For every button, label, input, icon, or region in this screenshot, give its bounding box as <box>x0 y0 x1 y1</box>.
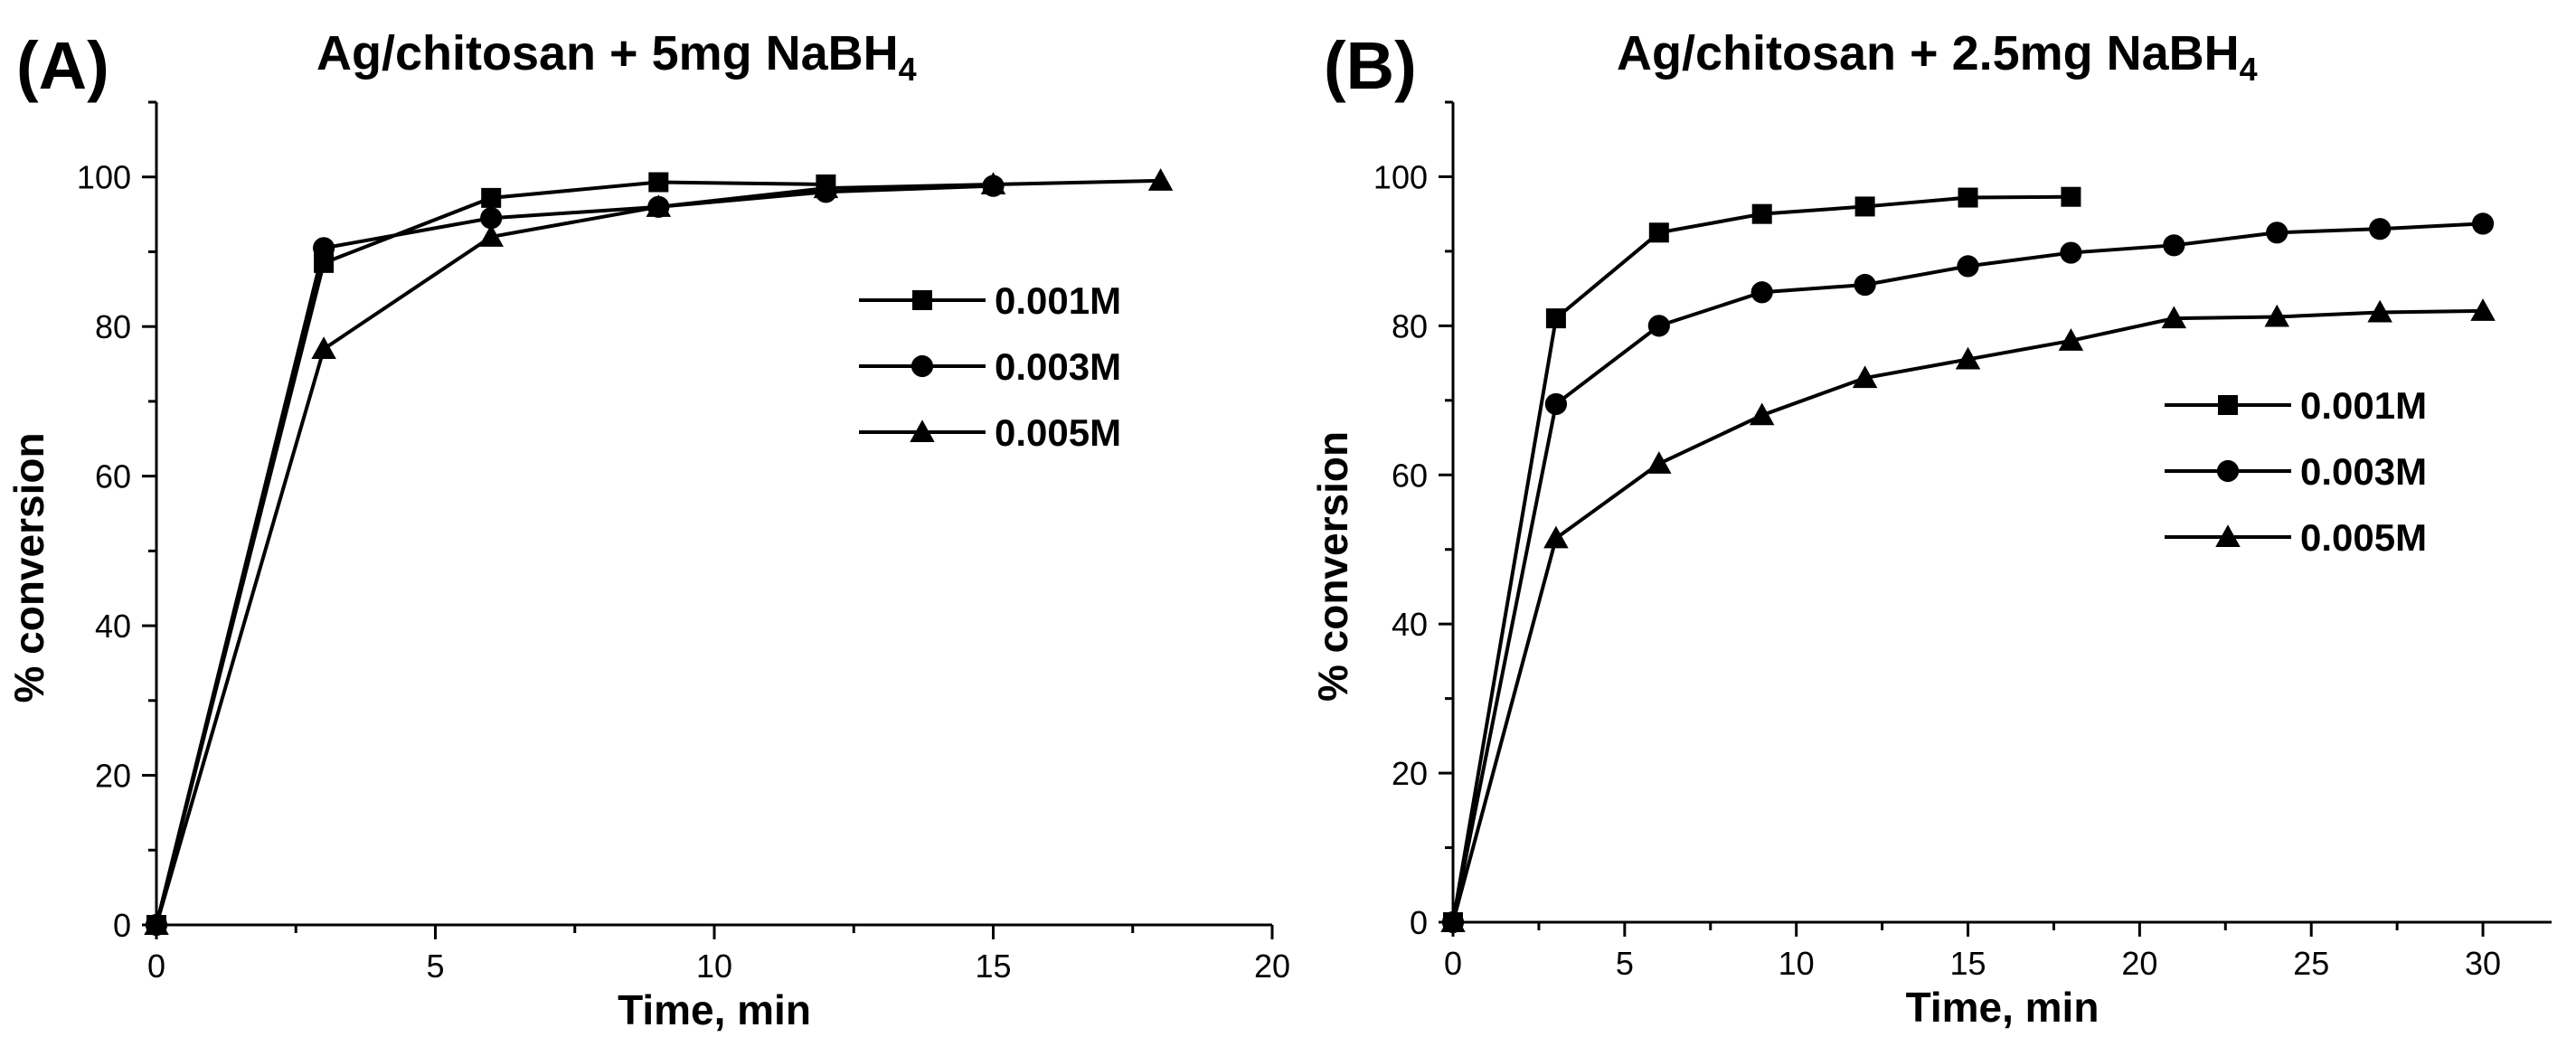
y-tick-label-a: 60 <box>95 458 131 495</box>
data-point-0.005M-a <box>1147 168 1174 191</box>
x-tick-label-b: 5 <box>1616 945 1634 982</box>
chart-title-a-subscript: 4 <box>898 50 917 88</box>
data-point-0.003M-b <box>1957 255 1979 278</box>
data-point-0.003M-b <box>2369 218 2392 240</box>
x-tick-label-b: 20 <box>2121 945 2157 982</box>
legend-label-b: 0.003M <box>2300 450 2427 493</box>
x-tick-label-b: 0 <box>1444 945 1462 982</box>
data-point-0.001M-b <box>1854 196 1875 217</box>
x-axis-label-b: Time, min <box>1906 984 2099 1031</box>
x-tick-label-b: 10 <box>1779 945 1815 982</box>
y-tick-label-b: 0 <box>1410 904 1428 941</box>
data-point-0.001M-b <box>1958 187 1978 208</box>
data-point-0.005M-b <box>1440 910 1466 932</box>
data-point-0.003M-b <box>2060 241 2082 264</box>
x-tick-label-a: 0 <box>147 948 165 985</box>
series-line-0.001M-b <box>1451 194 2071 923</box>
y-tick-label-b: 100 <box>1373 158 1428 195</box>
legend-label-a: 0.001M <box>995 279 1121 322</box>
legend-label-b: 0.005M <box>2300 516 2427 559</box>
data-point-0.005M-b <box>2367 299 2392 323</box>
legend-marker-b <box>2216 459 2240 483</box>
data-point-0.005M-a <box>646 194 672 217</box>
panel-label-b: (B) <box>1324 28 1417 103</box>
data-point-0.003M-b <box>1750 281 1773 304</box>
data-point-0.003M-b <box>2163 234 2185 257</box>
data-point-0.003M-b <box>2266 222 2288 244</box>
chart-title-a-text: Ag/chitosan + 5mg NaBH <box>316 26 899 80</box>
y-tick-label-a: 100 <box>77 159 131 196</box>
data-point-0.003M-b <box>2471 212 2495 235</box>
x-axis-label-a: Time, min <box>618 986 811 1033</box>
chart-title-b-subscript: 4 <box>2239 50 2258 88</box>
chart-panel-b: (B) Ag/chitosan + 2.5mg NaBH4 0 5 10 15 20 25… <box>1293 0 2576 1056</box>
x-tick-label-a: 20 <box>1254 948 1290 985</box>
y-tick-label-b: 40 <box>1392 606 1428 643</box>
data-point-0.001M-b <box>1545 308 1566 329</box>
data-point-0.003M-b <box>1544 392 1568 416</box>
y-tick-label-a: 80 <box>95 308 131 345</box>
legend-marker-a <box>912 290 932 310</box>
chart-title-b-text: Ag/chitosan + 2.5mg NaBH <box>1617 26 2240 80</box>
legend-label-a: 0.003M <box>995 345 1121 388</box>
legend-marker-b <box>2215 524 2241 547</box>
data-point-0.001M-a <box>481 187 502 208</box>
x-tick-label-b: 30 <box>2465 945 2501 982</box>
series-line-0.003M-b <box>1451 222 2484 923</box>
data-point-0.001M-b <box>2061 186 2081 207</box>
legend-marker-a <box>910 420 935 442</box>
data-point-0.005M-b <box>1852 365 1878 389</box>
y-axis-label-a: % conversion <box>5 432 52 702</box>
y-tick-label-a: 40 <box>95 608 131 645</box>
series-line-0.001M-a <box>155 180 826 926</box>
y-axis-label-b: % conversion <box>1309 431 1356 702</box>
x-tick-label-a: 15 <box>975 948 1011 985</box>
chart-plot-b: 0 5 10 15 20 25 30 0 20 40 60 80 100 Time, min % conve… <box>1309 100 2552 1031</box>
data-point-0.003M-b <box>1854 273 1876 297</box>
y-tick-label-a: 0 <box>113 907 131 944</box>
data-point-0.005M-b <box>2470 298 2496 321</box>
legend-marker-a <box>911 354 934 378</box>
y-tick-label-b: 60 <box>1392 457 1428 494</box>
data-point-0.001M-b <box>1751 203 1772 224</box>
data-point-0.005M-b <box>1543 525 1569 549</box>
data-point-0.005M-a <box>813 175 839 199</box>
data-point-0.005M-a <box>478 224 504 247</box>
x-tick-label-b: 25 <box>2293 945 2329 982</box>
data-point-0.001M-a <box>648 172 669 193</box>
chart-title-b: Ag/chitosan + 2.5mg NaBH4 <box>1617 25 2258 89</box>
panel-label-a: (A) <box>16 28 109 103</box>
data-point-0.003M-a <box>480 207 503 230</box>
data-point-0.005M-a <box>980 172 1006 194</box>
legend-marker-b <box>2218 395 2238 415</box>
data-point-0.005M-b <box>1749 402 1775 426</box>
data-point-0.005M-b <box>1955 346 1981 370</box>
y-tick-label-a: 20 <box>95 758 131 795</box>
data-point-0.005M-b <box>2264 304 2289 327</box>
data-point-0.005M-b <box>1647 451 1672 474</box>
x-tick-label-a: 10 <box>696 948 732 985</box>
series-line-0.003M-a <box>155 184 994 926</box>
data-point-0.005M-a <box>144 912 169 935</box>
legend-label-b: 0.001M <box>2300 384 2427 427</box>
data-point-0.003M-b <box>1647 315 1670 337</box>
legend-label-a: 0.005M <box>995 411 1121 454</box>
chart-title-a: Ag/chitosan + 5mg NaBH4 <box>316 25 917 89</box>
data-point-0.005M-b <box>2058 328 2084 351</box>
y-tick-label-b: 80 <box>1392 307 1428 344</box>
chart-plot-a: 0 5 10 15 20 0 20 40 60 80 100 Time, min % conversio… <box>5 100 1290 1033</box>
x-tick-label-a: 5 <box>426 948 444 985</box>
y-tick-label-b: 20 <box>1392 755 1428 792</box>
data-point-0.001M-b <box>1648 222 1669 243</box>
data-point-0.005M-b <box>2161 306 2187 329</box>
x-tick-label-b: 15 <box>1950 945 1986 982</box>
data-point-0.005M-a <box>311 336 336 359</box>
data-point-0.003M-a <box>313 237 335 259</box>
chart-panel-a: (A) Ag/chitosan + 5mg NaBH4 0 5 10 15 20 0 20 4… <box>5 25 1290 1033</box>
